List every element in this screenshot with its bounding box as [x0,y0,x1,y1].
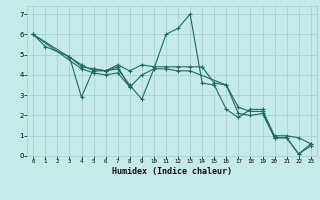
X-axis label: Humidex (Indice chaleur): Humidex (Indice chaleur) [112,167,232,176]
